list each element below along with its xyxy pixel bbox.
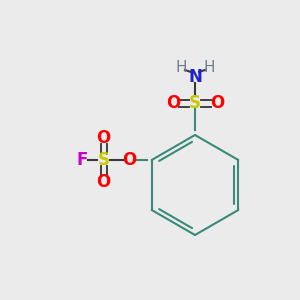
Text: N: N (188, 68, 202, 86)
Text: O: O (166, 94, 180, 112)
Text: O: O (97, 173, 111, 191)
Text: F: F (76, 151, 87, 169)
Text: S: S (189, 94, 201, 112)
Text: H: H (175, 59, 187, 74)
Text: O: O (97, 129, 111, 147)
Text: O: O (210, 94, 224, 112)
Text: H: H (203, 59, 215, 74)
Text: S: S (98, 151, 110, 169)
Text: O: O (123, 151, 137, 169)
